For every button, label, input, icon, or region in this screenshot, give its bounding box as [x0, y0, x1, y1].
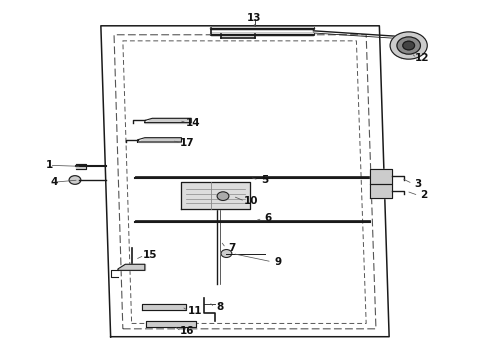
Text: 2: 2: [420, 190, 427, 201]
Text: 3: 3: [415, 179, 421, 189]
Text: 1: 1: [46, 160, 53, 170]
Circle shape: [390, 32, 427, 59]
Polygon shape: [143, 304, 186, 310]
Polygon shape: [369, 184, 392, 198]
Text: 12: 12: [415, 53, 430, 63]
Text: 8: 8: [217, 302, 224, 312]
Polygon shape: [76, 163, 86, 169]
Text: 5: 5: [261, 175, 268, 185]
Polygon shape: [118, 264, 145, 270]
Text: 6: 6: [265, 213, 272, 223]
Polygon shape: [147, 320, 196, 327]
Text: 14: 14: [185, 118, 200, 128]
Text: 11: 11: [187, 306, 202, 316]
Text: 16: 16: [180, 326, 195, 336]
Text: 10: 10: [244, 196, 258, 206]
Circle shape: [69, 176, 81, 184]
Polygon shape: [369, 169, 392, 184]
Circle shape: [221, 249, 232, 257]
Circle shape: [217, 192, 229, 201]
Text: 13: 13: [247, 13, 262, 23]
Text: 17: 17: [179, 138, 194, 148]
Text: 7: 7: [228, 243, 236, 253]
Text: 15: 15: [143, 250, 157, 260]
Polygon shape: [181, 182, 250, 209]
Polygon shape: [145, 118, 191, 123]
Text: 4: 4: [51, 177, 58, 187]
Circle shape: [397, 37, 420, 54]
Text: 9: 9: [274, 257, 281, 267]
Circle shape: [403, 41, 415, 50]
Polygon shape: [138, 138, 181, 142]
